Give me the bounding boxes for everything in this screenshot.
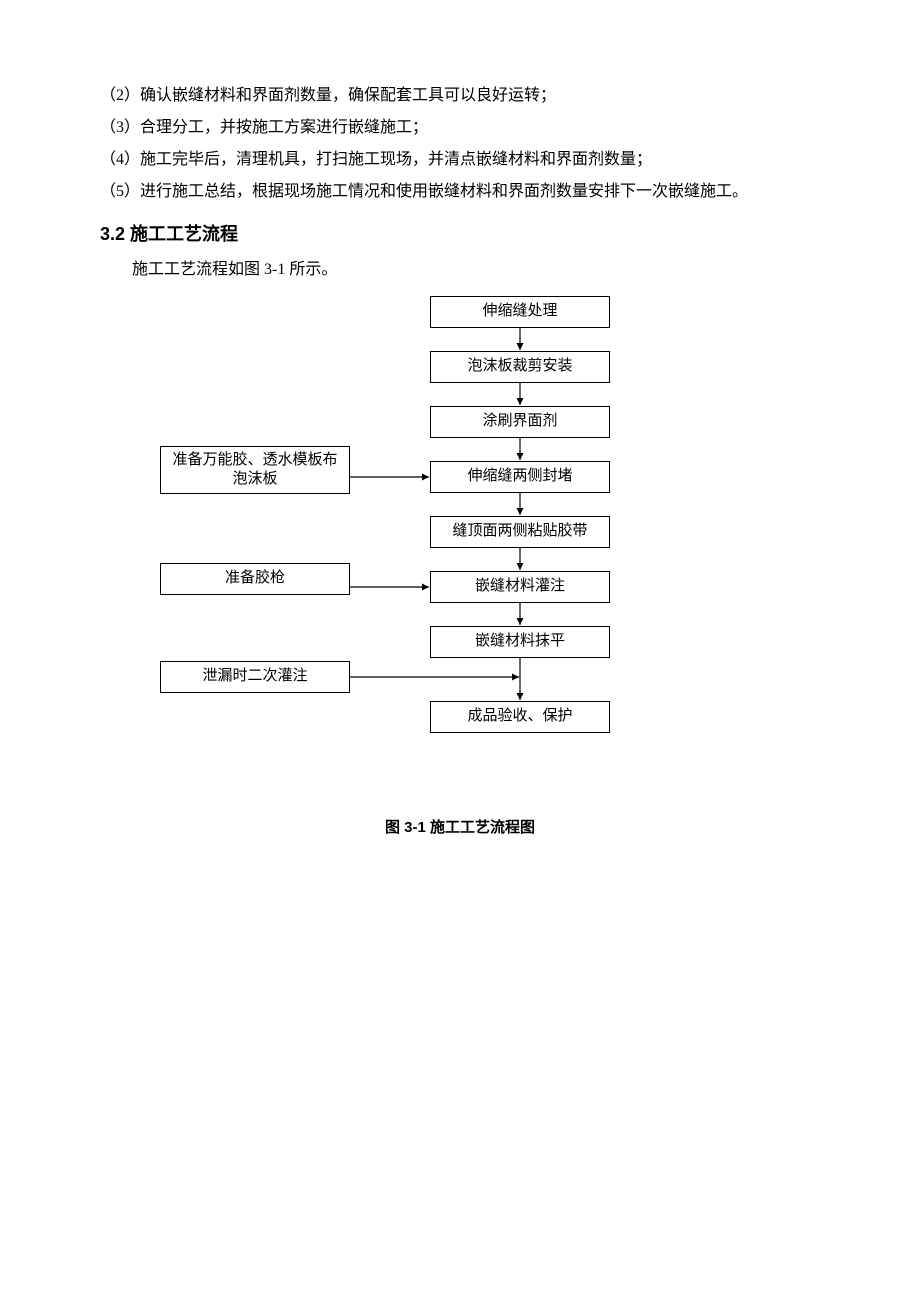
flowchart-container: 伸缩缝处理泡沫板裁剪安装涂刷界面剂伸缩缝两侧封堵缝顶面两侧粘贴胶带嵌缝材料灌注嵌… bbox=[100, 296, 820, 776]
flow-node-n3: 涂刷界面剂 bbox=[430, 406, 610, 438]
paragraph-4: （4）施工完毕后，清理机具，打扫施工现场，并清点嵌缝材料和界面剂数量； bbox=[100, 144, 820, 176]
flow-node-n8: 成品验收、保护 bbox=[430, 701, 610, 733]
flow-side-s2: 准备胶枪 bbox=[160, 563, 350, 595]
flow-node-n5: 缝顶面两侧粘贴胶带 bbox=[430, 516, 610, 548]
flow-side-s3: 泄漏时二次灌注 bbox=[160, 661, 350, 693]
paragraph-3: （3）合理分工，并按施工方案进行嵌缝施工； bbox=[100, 112, 820, 144]
flow-side-s1: 准备万能胶、透水模板布泡沫板 bbox=[160, 446, 350, 494]
intro-text: 施工工艺流程如图 3-1 所示。 bbox=[100, 254, 820, 286]
paragraph-5: （5）进行施工总结，根据现场施工情况和使用嵌缝材料和界面剂数量安排下一次嵌缝施工… bbox=[100, 176, 820, 208]
flow-node-n1: 伸缩缝处理 bbox=[430, 296, 610, 328]
flow-node-n7: 嵌缝材料抹平 bbox=[430, 626, 610, 658]
figure-caption: 图 3-1 施工工艺流程图 bbox=[100, 816, 820, 837]
flow-node-n6: 嵌缝材料灌注 bbox=[430, 571, 610, 603]
section-heading: 3.2 施工工艺流程 bbox=[100, 220, 820, 246]
paragraph-2: （2）确认嵌缝材料和界面剂数量，确保配套工具可以良好运转； bbox=[100, 80, 820, 112]
flow-node-n2: 泡沫板裁剪安装 bbox=[430, 351, 610, 383]
flow-node-n4: 伸缩缝两侧封堵 bbox=[430, 461, 610, 493]
